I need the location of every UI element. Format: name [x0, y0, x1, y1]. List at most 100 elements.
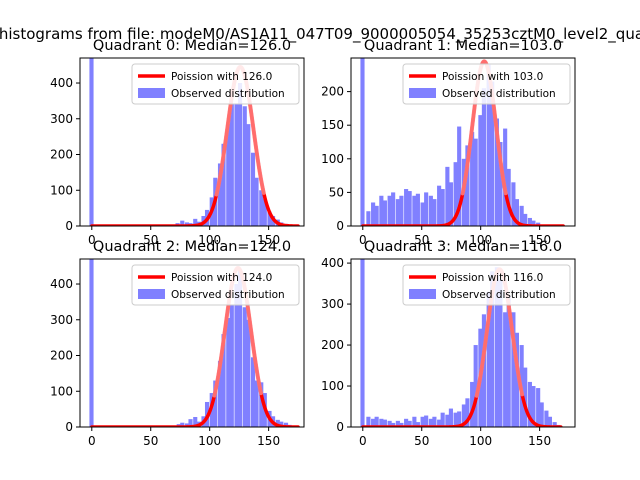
- axes-frame: [79, 258, 305, 428]
- histogram-bar: [188, 419, 193, 427]
- legend-box: [402, 63, 571, 105]
- y-tick-label: 200: [50, 148, 73, 162]
- quadrant-2-panel: 0 50 100 150 0 100 200 300 400 Quadrant 2: Median…: [50, 239, 305, 448]
- histogram-bar: [229, 305, 234, 427]
- axes-frame: [350, 258, 576, 428]
- histogram-bar: [89, 259, 94, 427]
- histogram-bar: [473, 345, 478, 427]
- legend-label-observed: Observed distribution: [171, 88, 285, 100]
- y-tick-label: 400: [50, 76, 73, 90]
- histogram-bar: [391, 192, 396, 226]
- histogram-bar: [221, 334, 226, 427]
- histogram-bar: [465, 398, 470, 427]
- histogram-bar: [374, 416, 379, 427]
- x-tick-label: 0: [88, 233, 96, 247]
- histogram-bar: [379, 195, 384, 226]
- histogram-bar: [437, 185, 442, 226]
- histogram-bar: [180, 422, 185, 427]
- x-tick-label: 150: [528, 434, 551, 448]
- legend: Poission with 103.0 Observed distribution: [402, 63, 571, 105]
- histogram-bar: [279, 421, 284, 427]
- poisson-curve: [361, 267, 563, 427]
- histogram-bar: [428, 418, 433, 427]
- x-tick-label: 100: [469, 434, 492, 448]
- legend-box: [131, 264, 300, 306]
- x-tick-label: 100: [198, 434, 221, 448]
- legend-label-poisson: Poission with 124.0: [171, 272, 272, 284]
- y-tick-label: 100: [321, 379, 344, 393]
- histogram-bar: [360, 58, 365, 226]
- x-tick-label: 0: [88, 434, 96, 448]
- histogram-bar: [412, 416, 417, 427]
- histogram-bar: [437, 419, 442, 427]
- histogram-bar: [494, 118, 499, 226]
- y-tick-label: 100: [50, 384, 73, 398]
- histogram-bar: [193, 416, 198, 427]
- histogram-bar: [404, 189, 409, 226]
- histogram-bar: [481, 314, 486, 427]
- histogram-bar: [544, 410, 549, 427]
- histogram-bar: [226, 317, 231, 427]
- histogram-bar: [448, 408, 453, 427]
- histogram-bar: [395, 199, 400, 226]
- legend-swatch-observed: [138, 88, 165, 98]
- y-tick-label: 0: [65, 420, 73, 434]
- histogram-bar: [465, 145, 470, 226]
- panels-group: 0 50 100 150 0 100 200 300 400 Quadrant 0: Median…: [50, 38, 576, 448]
- x-tick-label: 50: [414, 434, 429, 448]
- poisson-curve: [90, 266, 300, 427]
- histogram-bar: [490, 271, 495, 427]
- histogram-bar: [399, 422, 404, 427]
- histogram-bar: [259, 382, 264, 427]
- histogram-bar: [453, 162, 458, 226]
- histogram-bar: [470, 131, 475, 226]
- histogram-bar: [242, 106, 247, 226]
- histogram-bar: [371, 202, 376, 226]
- histogram-bar: [503, 312, 508, 427]
- x-tick-label: 50: [414, 233, 429, 247]
- legend: Poission with 124.0 Observed distribution: [131, 264, 300, 306]
- x-tick-label: 50: [143, 233, 158, 247]
- quadrant-3-title: Quadrant 3: Median=116.0: [364, 239, 562, 255]
- x-tick-label: 0: [359, 434, 367, 448]
- y-tick-label: 0: [336, 420, 344, 434]
- histogram-bar: [254, 380, 259, 427]
- quadrant-2-plot-area: [89, 259, 300, 427]
- histogram-bar: [391, 422, 396, 427]
- x-tick-label: 0: [359, 233, 367, 247]
- histogram-bar: [246, 124, 251, 226]
- legend-label-poisson: Poission with 103.0: [442, 71, 543, 83]
- histogram-bar: [237, 83, 243, 226]
- legend-label-observed: Observed distribution: [442, 88, 556, 100]
- histogram-bar: [457, 126, 462, 226]
- histogram-bar: [494, 267, 499, 427]
- histogram-bar: [440, 189, 445, 226]
- histogram-bar: [448, 182, 453, 226]
- axes-frame: [79, 57, 305, 227]
- legend: Poission with 126.0 Observed distribution: [131, 63, 300, 105]
- histogram-bar: [407, 191, 412, 226]
- y-tick-label: 150: [321, 118, 344, 132]
- histogram-bar: [473, 138, 478, 226]
- histogram-bar: [379, 418, 384, 427]
- legend-swatch-observed: [138, 289, 165, 299]
- histogram-bar: [498, 279, 503, 427]
- histogram-bar: [490, 81, 495, 226]
- y-tick-label: 300: [50, 313, 73, 327]
- histogram-bar: [366, 211, 371, 226]
- y-tick-label: 100: [50, 183, 73, 197]
- histogram-bar: [440, 412, 445, 427]
- histogram-bar: [254, 177, 259, 226]
- histogram-bar: [250, 357, 256, 427]
- x-tick-label: 100: [469, 233, 492, 247]
- histogram-bar: [424, 192, 429, 226]
- histogram-bar: [527, 217, 532, 226]
- histogram-bar: [424, 415, 429, 427]
- histogram-bar: [506, 295, 511, 427]
- histogram-bar: [531, 220, 536, 226]
- quadrant-1-panel: 0 50 100 150 0 50 100 150 200 Quadrant 1: Median=…: [321, 38, 576, 247]
- histogram-bar: [420, 416, 425, 427]
- histogram-bar: [420, 202, 425, 226]
- histogram-bar: [262, 199, 267, 226]
- histogram-bar: [498, 142, 503, 226]
